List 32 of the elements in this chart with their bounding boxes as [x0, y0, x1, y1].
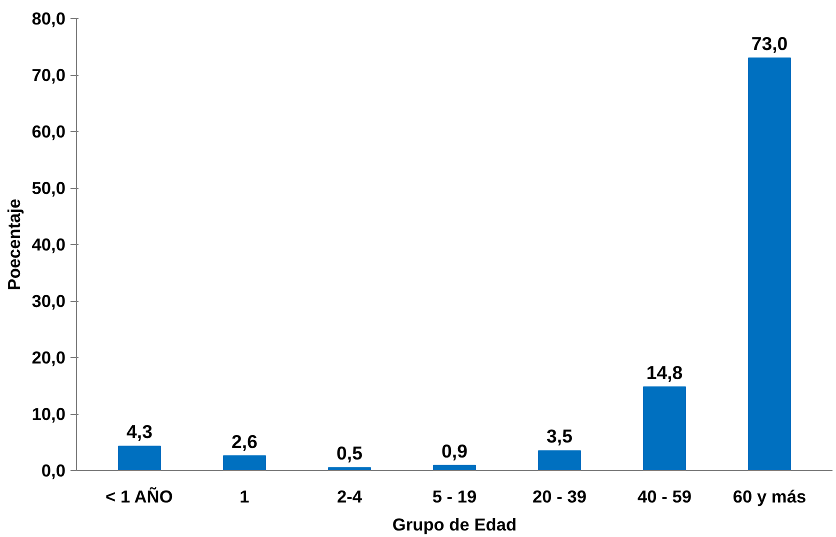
y-tick-label: 70,0 [32, 65, 66, 85]
y-tick-label: 40,0 [32, 234, 66, 254]
bar [328, 467, 371, 470]
data-label: 2,6 [232, 430, 258, 452]
x-tick-label: < 1 AÑO [106, 486, 173, 506]
y-tick-label: 50,0 [32, 178, 66, 198]
bar [643, 386, 686, 470]
bar [538, 450, 581, 470]
bar [748, 58, 791, 470]
x-tick-label: 1 [240, 486, 250, 506]
data-label: 73,0 [751, 33, 788, 54]
y-tick-label: 60,0 [32, 122, 66, 142]
data-label: 4,3 [126, 421, 152, 442]
x-tick-label: 2-4 [336, 486, 362, 506]
y-tick-label: 30,0 [32, 291, 66, 311]
x-tick-label: 5 - 19 [432, 486, 477, 506]
y-tick-label: 20,0 [32, 348, 66, 368]
bar [433, 464, 476, 470]
x-tick-label: 40 - 59 [638, 486, 692, 506]
x-tick-label: 60 y más [732, 486, 806, 506]
bar [118, 446, 161, 470]
data-label: 3,5 [546, 426, 572, 447]
y-tick-label: 0,0 [41, 460, 66, 480]
bar [223, 455, 266, 470]
data-label: 14,8 [646, 362, 683, 383]
y-tick-label: 80,0 [32, 8, 66, 28]
y-tick-label: 10,0 [32, 404, 66, 424]
x-tick-label: 20 - 39 [532, 486, 586, 506]
y-axis-title: Poecentaje [4, 198, 24, 290]
data-label: 0,5 [336, 442, 362, 464]
x-axis-title: Grupo de Edad [392, 514, 517, 534]
data-label: 0,9 [442, 440, 468, 462]
